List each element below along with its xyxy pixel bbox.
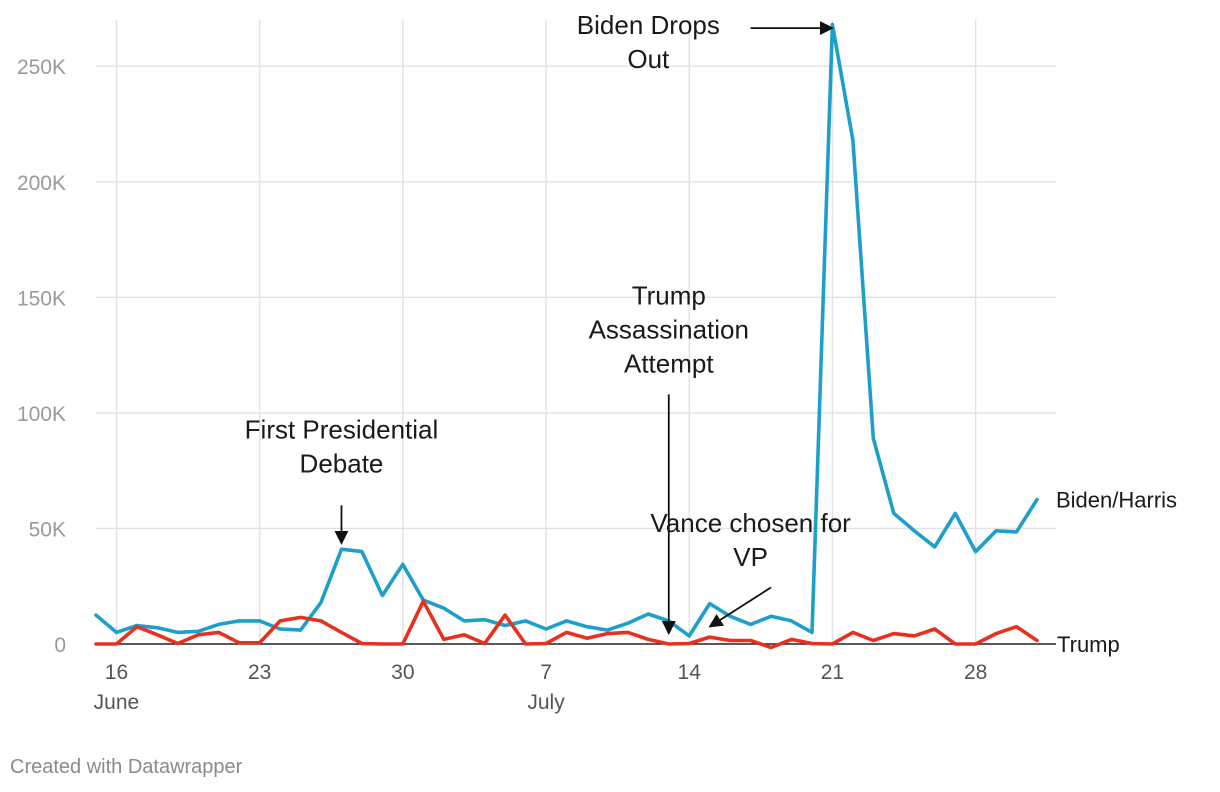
- series-layer: [94, 22, 1039, 650]
- y-axis-ticks: 0 50K 100K 150K 200K 250K: [17, 56, 66, 657]
- y-tick-label: 50K: [29, 518, 66, 541]
- annotation-text: Biden Drops Out: [577, 10, 720, 74]
- annotation-line: Trump: [632, 280, 706, 310]
- x-tick-label: 14: [678, 661, 702, 684]
- y-tick-label: 150K: [17, 287, 66, 310]
- series-labels: Biden/Harris Trump: [1056, 488, 1177, 657]
- x-tick-label: 7: [540, 661, 552, 684]
- x-tick-label: 21: [821, 661, 844, 684]
- x-tick-label: 30: [391, 661, 414, 684]
- y-tick-label: 100K: [17, 403, 66, 426]
- x-tick-sublabel: July: [527, 691, 565, 714]
- x-tick-label: 16: [105, 661, 128, 684]
- x-tick-label: 28: [964, 661, 987, 684]
- y-tick-label: 250K: [17, 56, 66, 79]
- annotation-text: Trump Assassination Attempt: [589, 280, 749, 378]
- y-tick-label: 0: [54, 634, 66, 657]
- series-label-biden-harris: Biden/Harris: [1056, 488, 1177, 513]
- annotation-line: Attempt: [624, 348, 714, 378]
- annotation-text: Vance chosen for VP: [650, 508, 851, 572]
- annotations: First Presidential Debate Trump Assassinati…: [245, 10, 851, 635]
- series-line-biden-harris: [94, 22, 1039, 638]
- series-line-trump: [94, 599, 1039, 650]
- x-axis-ticks: 16 June 23 30 7 July 14 21 28: [94, 661, 988, 714]
- annotation-line: Biden Drops: [577, 10, 720, 40]
- annotation-text: First Presidential Debate: [245, 414, 439, 478]
- annotation-line: Debate: [300, 448, 384, 478]
- credit-text: Created with Datawrapper: [10, 756, 243, 778]
- annotation-line: Vance chosen for: [650, 508, 851, 538]
- annotation-line: Assassination: [589, 314, 749, 344]
- series-label-trump: Trump: [1057, 632, 1120, 657]
- annotation-line: First Presidential: [245, 414, 439, 444]
- annotation-arrow: [708, 586, 772, 628]
- y-tick-label: 200K: [17, 172, 66, 195]
- annotation-line: Out: [627, 44, 670, 74]
- x-tick-sublabel: June: [94, 691, 140, 714]
- x-tick-label: 23: [248, 661, 271, 684]
- annotation-line: VP: [733, 542, 768, 572]
- grid-layer: [96, 20, 1056, 645]
